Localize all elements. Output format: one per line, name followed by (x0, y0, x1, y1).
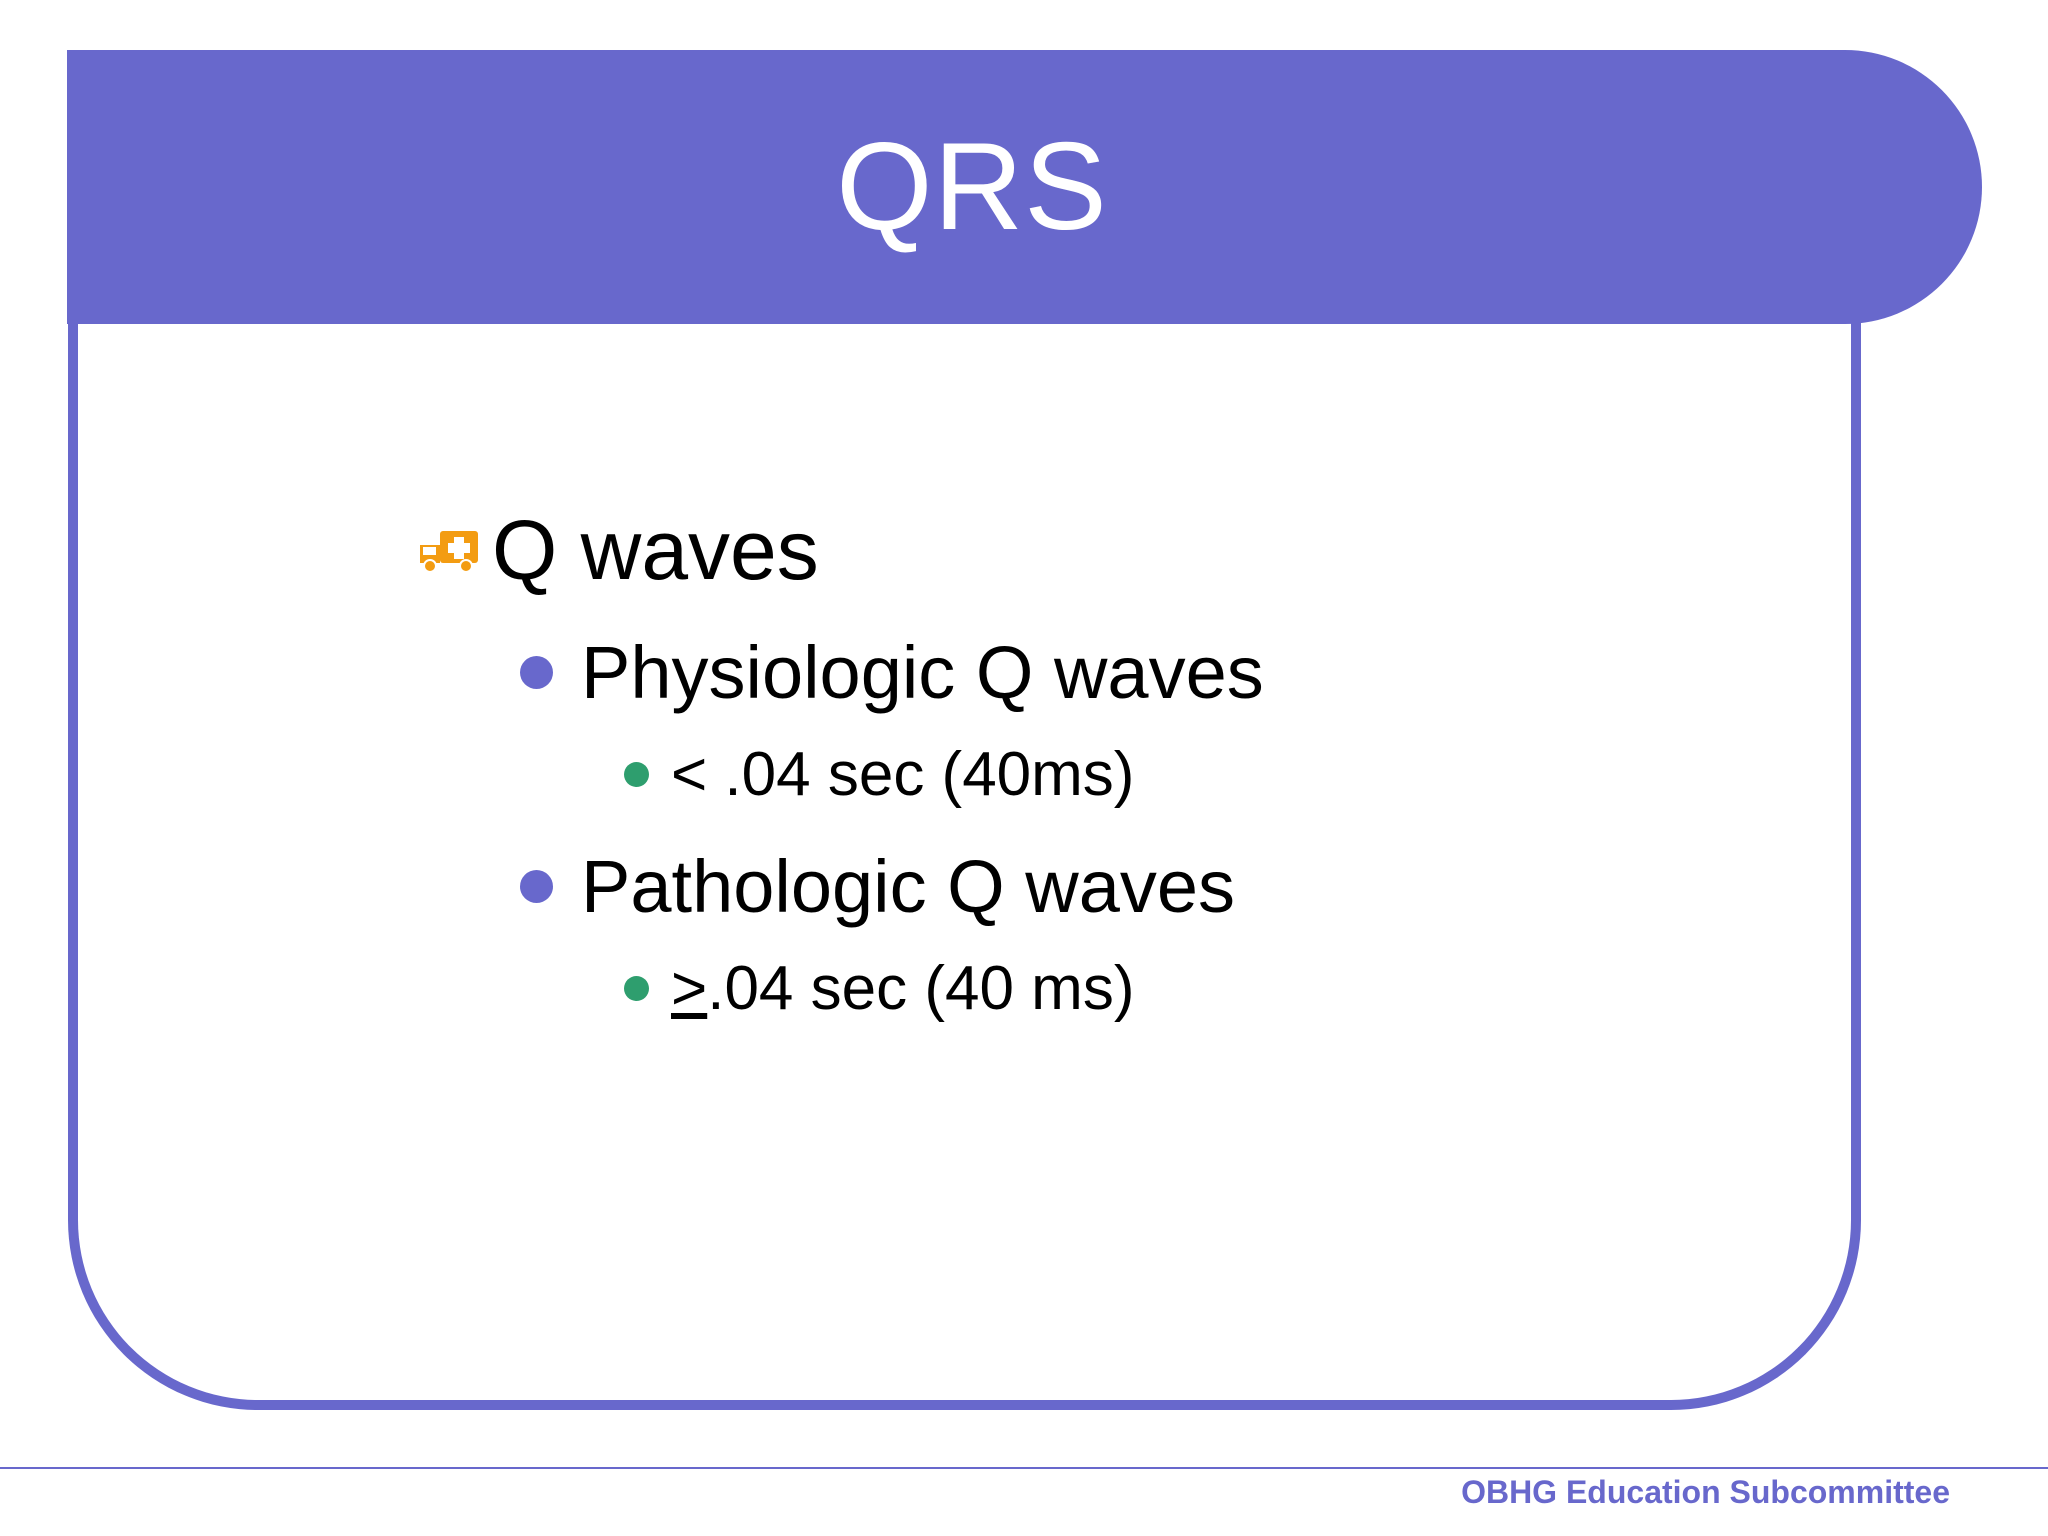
title-band (67, 50, 1982, 324)
sub-bullet-1-text: < .04 sec (40ms) (671, 739, 1135, 809)
footer-text: OBHG Education Subcommittee (1461, 1473, 1950, 1510)
bullet-item-1-text: Physiologic Q waves (581, 630, 1264, 714)
sub-bullet-dot-icon (624, 975, 649, 1001)
sub-bullet-2-text: .04 sec (40 ms) (707, 953, 1135, 1023)
ambulance-icon (420, 531, 478, 573)
sub-bullet-2-symbol: > (671, 953, 708, 1023)
bullet-item-2-text: Pathologic Q waves (581, 844, 1236, 928)
footer-divider (0, 1467, 2048, 1469)
bullet-dot-icon (520, 869, 553, 903)
sub-bullet-dot-icon (624, 761, 649, 787)
sub-bullet-1: < .04 sec (40ms) (624, 734, 1134, 814)
bullet-item-2: Pathologic Q waves (520, 838, 1235, 934)
sub-bullet-2: > .04 sec (40 ms) (624, 948, 1134, 1028)
bullet-item-1: Physiologic Q waves (520, 624, 1264, 720)
bullet-level1-text: Q waves (492, 502, 819, 597)
slide-title: QRS (836, 118, 1108, 256)
bullet-level1: Q waves (418, 500, 819, 600)
bullet-dot-icon (520, 655, 553, 689)
